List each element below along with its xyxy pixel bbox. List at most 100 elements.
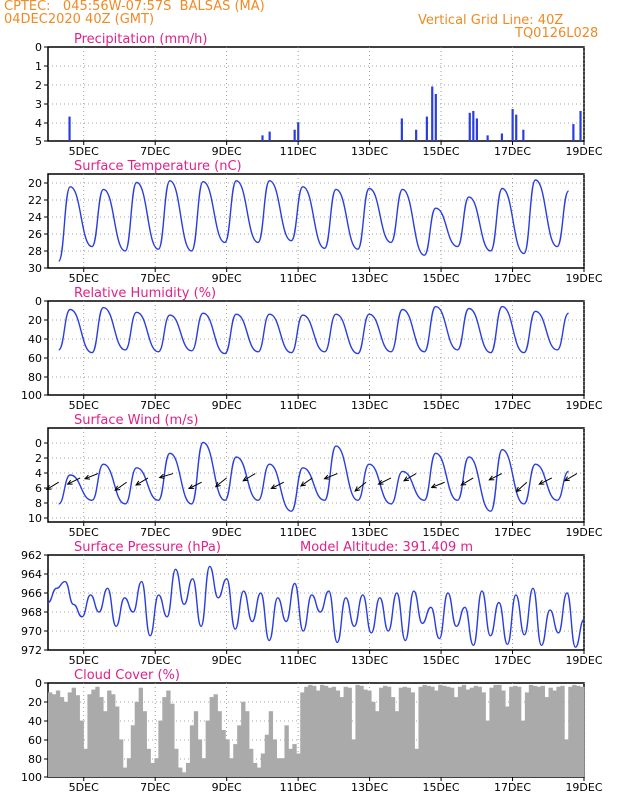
cloud-bar xyxy=(477,686,482,777)
wind-arrow xyxy=(45,481,59,491)
x-tick-label: 15DEC xyxy=(423,781,460,794)
wind-arrow-head xyxy=(188,484,195,490)
cloud-bar xyxy=(434,690,439,777)
cloud-bar xyxy=(398,687,404,777)
precip-bar xyxy=(434,94,437,141)
cloud-bar xyxy=(355,684,360,777)
y-tick-label: 6 xyxy=(35,482,42,495)
wind-arrow-shaft xyxy=(516,481,528,492)
wind-arrow-shaft xyxy=(46,481,59,490)
x-tick-label: 9DEC xyxy=(212,526,242,539)
cloud-bar xyxy=(300,692,305,777)
y-tick-label: 100 xyxy=(21,389,42,402)
cloud-bar xyxy=(166,690,171,777)
y-tick-label: 20 xyxy=(28,177,42,190)
wind-arrow xyxy=(377,477,392,485)
cloud-bar xyxy=(367,690,372,777)
precip-bar xyxy=(68,116,71,141)
x-tick-label: 17DEC xyxy=(494,272,531,285)
x-tick-label: 15DEC xyxy=(423,399,460,412)
cloud-bar xyxy=(442,685,447,777)
y-tick-label: 966 xyxy=(21,587,42,600)
x-tick-label: 17DEC xyxy=(494,781,531,794)
x-tick-label: 17DEC xyxy=(494,145,531,158)
cloud-bar xyxy=(292,744,297,777)
precip-bar xyxy=(486,135,489,141)
y-tick-label: 0 xyxy=(35,677,42,690)
cloud-bar xyxy=(331,686,337,777)
cloud-bar xyxy=(580,686,585,777)
cloud-bar xyxy=(564,739,569,777)
cloud-bar xyxy=(540,685,545,777)
cloud-bar xyxy=(189,725,195,777)
precip-bar xyxy=(415,129,418,141)
x-tick-label: 19DEC xyxy=(565,526,602,539)
cloud-bar xyxy=(308,684,313,777)
y-tick-label: 3 xyxy=(35,98,42,111)
series-line xyxy=(47,565,585,648)
cloud-bar xyxy=(111,694,116,777)
cloud-bar xyxy=(422,684,427,777)
cloud-bar xyxy=(493,684,498,777)
wind-arrow xyxy=(430,481,445,489)
cloud-bar xyxy=(323,685,329,777)
wind-arrow xyxy=(188,481,202,490)
cloud-bar xyxy=(316,690,321,777)
y-tick-label: 4 xyxy=(35,467,42,480)
cloud-bar xyxy=(150,762,155,777)
cloud-bar xyxy=(201,758,207,777)
panel-5: 962 964 966 968 970 972 5DEC 7DEC 9DEC 11DEC 13DEC… xyxy=(21,540,603,667)
y-tick-label: 962 xyxy=(21,549,42,562)
y-tick-label: 20 xyxy=(28,314,42,327)
precip-bar xyxy=(572,124,575,141)
wind-arrow-head xyxy=(430,483,437,489)
header-location: CPTEC: 045:56W-07:57S BALSAS (MA) xyxy=(4,0,265,14)
y-tick-label: 4 xyxy=(35,117,42,130)
cloud-bar xyxy=(264,734,270,777)
y-tick-label: 1 xyxy=(35,60,42,73)
wind-arrow-head xyxy=(135,480,142,486)
wind-arrow-shaft xyxy=(215,477,227,488)
wind-arrow xyxy=(538,477,553,485)
cloud-bar xyxy=(390,697,396,777)
x-tick-label: 7DEC xyxy=(140,654,170,667)
y-tick-label: 2 xyxy=(35,79,42,92)
cloud-bar xyxy=(485,720,490,777)
precip-bar xyxy=(511,109,514,141)
precip-bar xyxy=(268,131,271,141)
cloud-bar xyxy=(517,686,522,777)
panel-frame xyxy=(47,173,585,269)
x-tick-label: 13DEC xyxy=(351,399,388,412)
cloud-bar xyxy=(450,687,455,777)
x-tick-label: 5DEC xyxy=(69,781,99,794)
cloud-bar xyxy=(552,690,557,777)
y-tick-label: 0 xyxy=(35,295,42,308)
cloud-bar xyxy=(99,697,104,777)
wind-arrow xyxy=(403,473,417,482)
cloud-bar xyxy=(51,694,57,777)
cloud-bar xyxy=(304,686,309,777)
cloud-bar xyxy=(268,711,274,777)
cloud-bar xyxy=(457,686,463,777)
panel-title: Precipitation (mm/h) xyxy=(74,32,207,47)
cloud-bar xyxy=(75,695,80,777)
cloud-bar xyxy=(197,739,203,777)
x-tick-label: 5DEC xyxy=(69,526,99,539)
cloud-bar xyxy=(209,697,214,777)
y-tick-label: 24 xyxy=(28,211,42,224)
cloud-bar xyxy=(170,703,175,777)
wind-arrow-head xyxy=(538,479,545,485)
y-tick-label: 8 xyxy=(35,497,42,510)
precip-bar xyxy=(515,114,518,141)
cloud-bar xyxy=(280,758,285,777)
cloud-bar xyxy=(107,690,112,777)
x-tick-label: 5DEC xyxy=(69,399,99,412)
x-tick-label: 15DEC xyxy=(423,526,460,539)
cloud-bar xyxy=(130,725,136,777)
wind-arrow-head xyxy=(66,479,73,485)
cloud-bar xyxy=(48,692,53,777)
cloud-bar xyxy=(103,711,108,777)
x-tick-label: 13DEC xyxy=(351,145,388,158)
precip-bar xyxy=(468,112,471,141)
wind-arrow-shaft xyxy=(300,477,313,487)
